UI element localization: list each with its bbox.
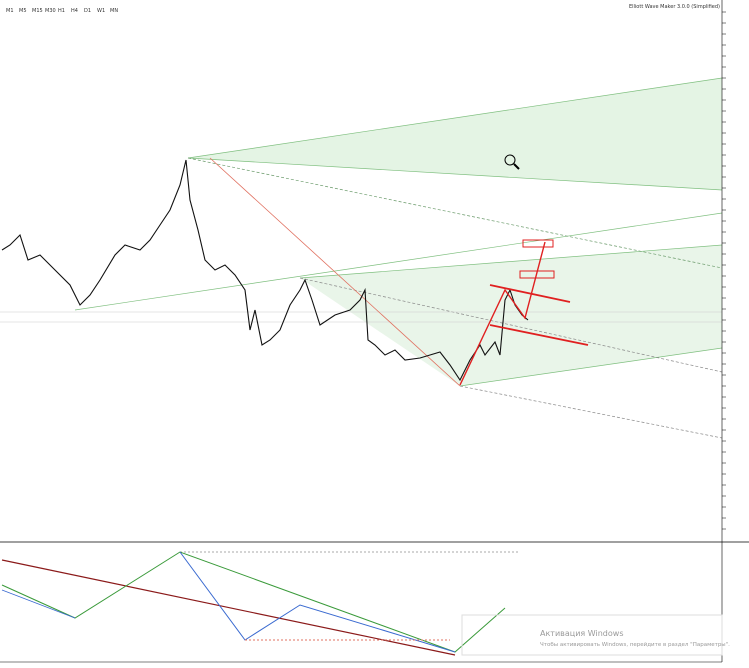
timeframe-button[interactable]: D1 <box>84 8 91 14</box>
trend-line <box>209 157 461 387</box>
timeframe-button[interactable]: H1 <box>58 8 65 14</box>
timeframe-button[interactable]: H4 <box>71 8 78 14</box>
timeframe-button[interactable]: MN <box>110 8 118 14</box>
timeframe-button[interactable]: W1 <box>97 8 105 14</box>
price-series <box>1 159 529 382</box>
oscillator <box>1 551 723 656</box>
timeframe-button[interactable]: M1 <box>6 8 14 14</box>
channel-fill <box>300 245 722 386</box>
wave-projection <box>459 239 589 386</box>
channel-fill <box>188 78 722 190</box>
watermark-title: Активация Windows <box>540 629 624 638</box>
watermark-text: Чтобы активировать Windows, перейдите в … <box>540 641 730 648</box>
timeframe-bar: M1 M5 M15 M30 H1 H4 D1 W1 MN <box>6 8 118 14</box>
zoom-cursor <box>504 154 520 170</box>
timeframe-button[interactable]: M15 <box>32 8 43 14</box>
channel-lines <box>74 77 723 439</box>
indicator-title: Elliott Wave Maker 3.0.0 (Simplified) <box>629 4 720 10</box>
timeframe-button[interactable]: M30 <box>45 8 56 14</box>
axis-ticks <box>722 11 726 530</box>
timeframe-button[interactable]: M5 <box>19 8 27 14</box>
